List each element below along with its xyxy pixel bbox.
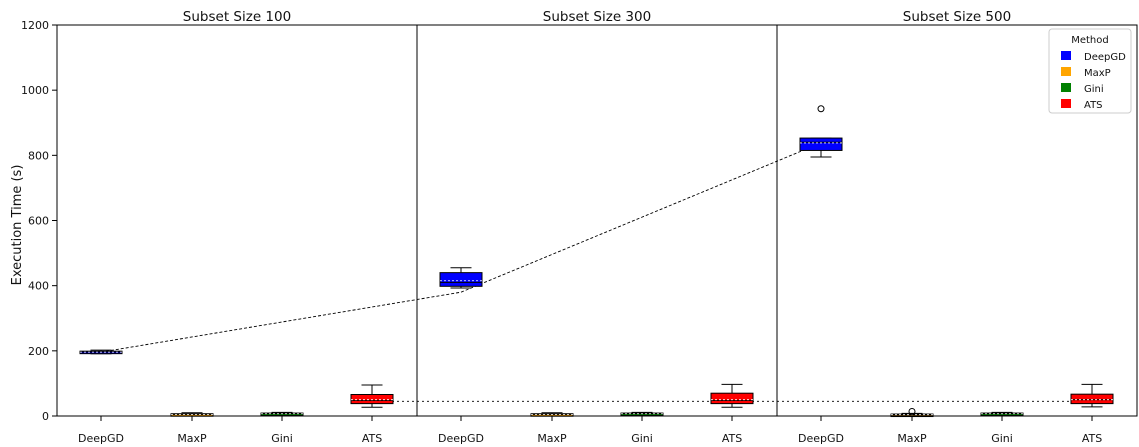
y-tick-label-1000: 1000 xyxy=(21,84,49,97)
box-deepgd-1 xyxy=(79,349,123,355)
y-tick-label-1200: 1200 xyxy=(21,19,49,32)
y-tick-label-200: 200 xyxy=(28,345,49,358)
box-gini-3 xyxy=(980,411,1024,417)
x-tick-label-maxp-2: MaxP xyxy=(537,432,567,445)
box-body-ats-2 xyxy=(710,392,754,405)
legend-swatch-deepgd xyxy=(1061,51,1071,60)
x-tick-label-ats-3: ATS xyxy=(1082,432,1102,445)
box-ats-3 xyxy=(1070,383,1114,408)
x-tick-label-maxp-1: MaxP xyxy=(177,432,207,445)
legend-label-maxp: MaxP xyxy=(1084,68,1111,79)
y-axis-title: Execution Time (s) xyxy=(10,165,25,286)
panel-frame-3 xyxy=(776,24,1138,417)
x-tick-label-maxp-3: MaxP xyxy=(897,432,927,445)
legend-swatch-ats xyxy=(1061,99,1071,108)
y-tick-label-600: 600 xyxy=(28,215,49,228)
box-body-ats-3 xyxy=(1070,393,1114,405)
panel-frame-1 xyxy=(56,24,418,417)
x-tick-label-gini-3: Gini xyxy=(991,432,1013,445)
y-tick-label-800: 800 xyxy=(28,149,49,162)
legend: Method DeepGD MaxP Gini ATS xyxy=(1048,28,1132,114)
outlier-deepgd-3-1 xyxy=(817,105,825,113)
box-deepgd-2 xyxy=(439,267,483,289)
box-maxp-2 xyxy=(530,412,574,417)
box-ats-1 xyxy=(350,384,394,408)
y-tick-label-400: 400 xyxy=(28,280,49,293)
box-deepgd-3 xyxy=(799,105,843,158)
box-body-ats-1 xyxy=(350,393,394,405)
y-tick-label-0: 0 xyxy=(42,410,49,423)
axes-layer: 0 200 400 600 800 1000 1200 Subset Size 100 Deep… xyxy=(21,9,1102,445)
legend-swatch-maxp xyxy=(1061,67,1071,76)
box-body-deepgd-2 xyxy=(439,272,483,287)
box-body-deepgd-3 xyxy=(799,137,843,151)
box-maxp-3 xyxy=(890,407,934,418)
outlier-maxp-3-1 xyxy=(908,407,916,415)
x-tick-label-gini-2: Gini xyxy=(631,432,653,445)
box-gini-1 xyxy=(260,411,304,417)
panel-title-2: Subset Size 300 xyxy=(543,9,651,25)
x-tick-label-deepgd-2: DeepGD xyxy=(438,432,484,445)
axes-frame xyxy=(56,24,1138,417)
trend-lines xyxy=(100,142,1092,402)
legend-label-ats: ATS xyxy=(1084,100,1103,111)
x-tick-label-deepgd-1: DeepGD xyxy=(78,432,124,445)
panel-frame-2 xyxy=(416,24,778,417)
box-ats-2 xyxy=(710,383,754,408)
panel-title-1: Subset Size 100 xyxy=(183,9,291,25)
panel-title-3: Subset Size 500 xyxy=(903,9,1011,25)
x-tick-label-deepgd-3: DeepGD xyxy=(798,432,844,445)
box-gini-2 xyxy=(620,411,664,417)
x-tick-label-gini-1: Gini xyxy=(271,432,293,445)
x-tick-label-ats-1: ATS xyxy=(362,432,382,445)
legend-label-gini: Gini xyxy=(1084,84,1104,95)
trend-line-deepgd xyxy=(100,142,822,353)
box-plots xyxy=(79,105,1114,418)
legend-title: Method xyxy=(1071,35,1109,46)
x-tick-label-ats-2: ATS xyxy=(722,432,742,445)
legend-label-deepgd: DeepGD xyxy=(1084,52,1126,63)
legend-swatch-gini xyxy=(1061,83,1071,92)
